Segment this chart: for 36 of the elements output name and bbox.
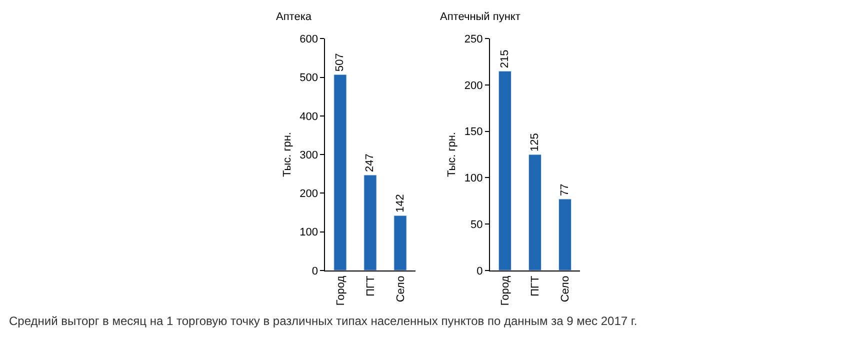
bar [394,215,407,270]
y-tick-label: 100 [300,226,318,239]
bar [334,74,347,270]
y-tick-label: 200 [300,188,318,200]
bar [498,70,512,270]
y-tick-label: 100 [464,172,483,185]
bar [364,174,377,270]
y-axis-title: Тыс. грн. [446,132,458,178]
y-tick-label: 400 [300,110,318,123]
y-tick-label: 600 [300,33,318,46]
x-tick-label: ПГТ [364,276,377,296]
data-label: 507 [334,53,346,72]
data-label: 247 [364,154,376,172]
x-tick-label: Город [334,275,347,306]
chart-title: Аптека [276,11,312,23]
y-tick-label: 50 [470,218,483,231]
x-tick-label: Село [394,276,407,302]
y-tick-label: 200 [464,80,483,92]
x-tick-label: Село [560,276,572,302]
y-tick-label: 250 [464,33,483,46]
data-label: 215 [498,50,511,68]
bar [558,198,572,270]
y-tick-label: 300 [300,149,318,162]
y-tick-label: 0 [476,265,483,278]
bar [528,154,542,270]
chart-title: Аптечный пункт [440,11,520,23]
x-tick-label: Город [500,275,512,306]
data-label: 125 [528,133,541,152]
y-axis-title: Тыс. грн. [281,132,294,178]
x-tick-label: ПГТ [530,276,542,296]
text: Средний выторг в месяц на 1 торговую точку в различных типах населенных пунктов по данным за 9 мес 2017 г. [9,314,638,328]
y-tick-label: 0 [312,265,318,278]
data-label: 77 [558,184,571,196]
y-tick-label: 500 [300,72,318,84]
data-label: 142 [394,194,406,213]
y-tick-label: 150 [464,126,483,138]
